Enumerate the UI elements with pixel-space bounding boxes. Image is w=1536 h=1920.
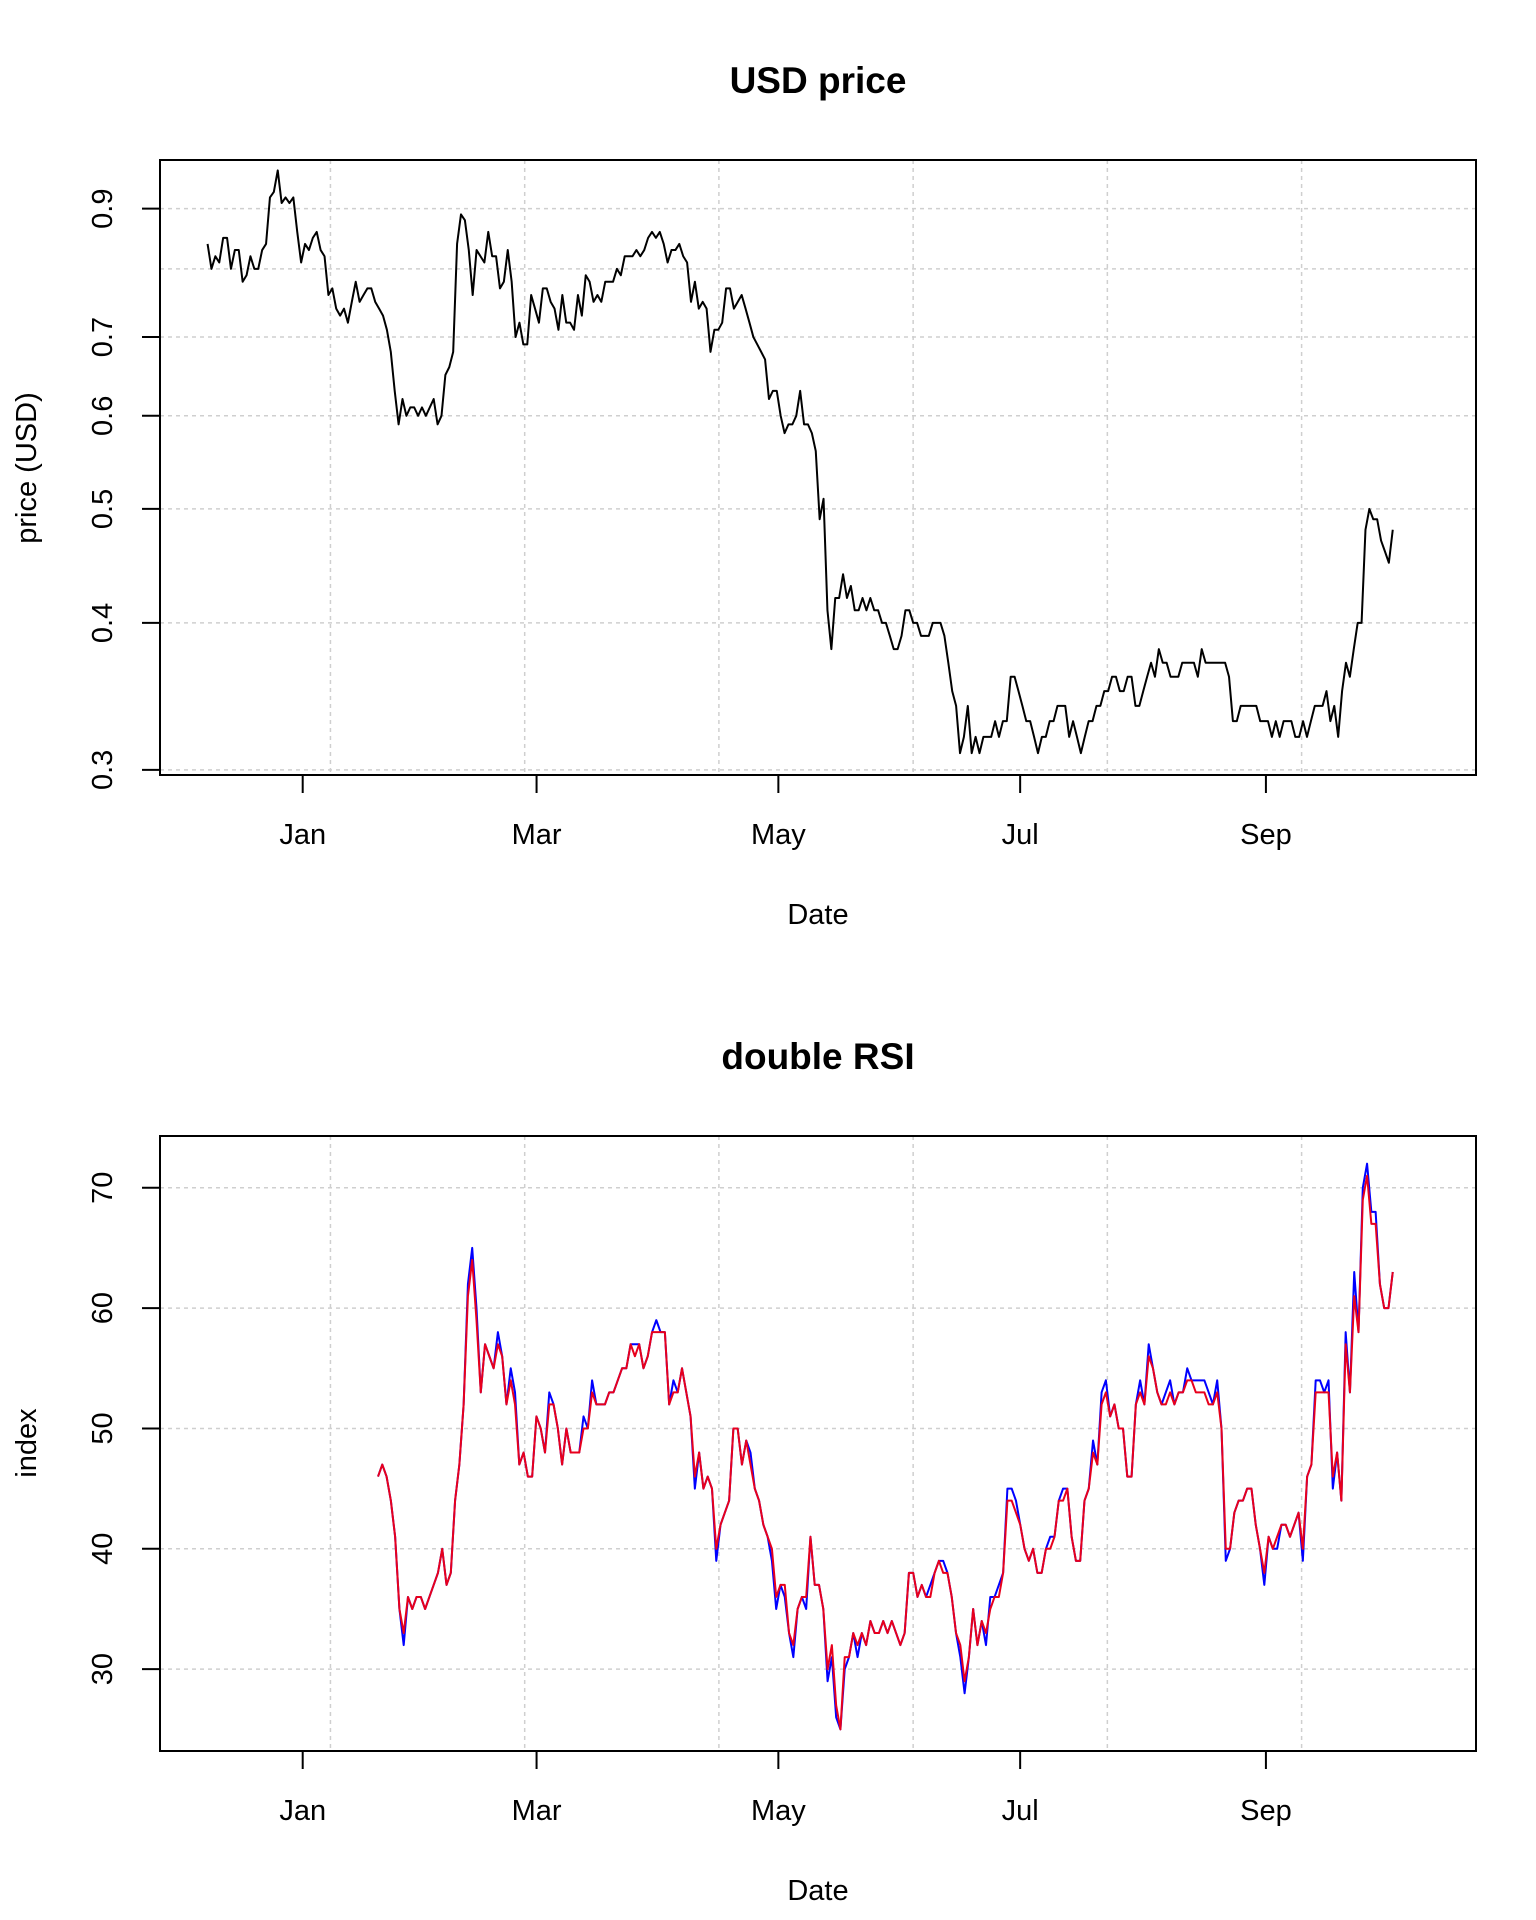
price-y-tick-label: 0.5 [87,489,119,529]
rsi-x-tick-label: Mar [512,1795,562,1827]
price-x-tick-label: May [751,819,806,851]
price-y-tick-label: 0.4 [87,603,119,643]
rsi-y-tick-label: 30 [87,1653,119,1685]
rsi-chart-series [377,1162,1394,1731]
price-chart-x-axis-label: Date [787,899,848,931]
rsi-x-tick-label: Jul [1002,1795,1039,1827]
rsi-y-tick-label: 60 [87,1292,119,1324]
rsi-x-tick-label: May [751,1795,806,1827]
rsi-chart-frame [159,1135,1477,1752]
rsi-chart: double RSI Jan Mar May Jul Sep 30 40 50 60 70 Da… [11,1036,1477,1907]
rsi-y-tick-label: 40 [87,1533,119,1565]
price-chart-series [206,169,1394,755]
rsi-chart-y-ticks: 30 40 50 60 70 [87,1172,160,1685]
price-y-tick-label: 0.7 [87,317,119,357]
rsi-y-tick-label: 70 [87,1172,119,1204]
price-chart-grid [160,160,1476,775]
rsi-x-tick-label: Sep [1240,1795,1292,1827]
rsi-x-tick-label: Jan [279,1795,326,1827]
price-chart-title: USD price [730,60,907,101]
price-chart-x-ticks: Jan Mar May Jul Sep [279,775,1292,851]
price-x-tick-label: Mar [512,819,562,851]
rsi-series-line-1 [377,1162,1394,1731]
rsi-chart-x-ticks: Jan Mar May Jul Sep [279,1751,1292,1827]
price-y-tick-label: 0.9 [87,189,119,229]
price-x-tick-label: Jul [1002,819,1039,851]
price-y-tick-label: 0.3 [87,750,119,790]
rsi-series-line-2 [377,1174,1394,1731]
rsi-chart-grid [160,1136,1476,1751]
price-chart-y-ticks: 0.3 0.4 0.5 0.6 0.7 0.9 [87,189,160,790]
rsi-chart-x-axis-label: Date [787,1875,848,1907]
rsi-chart-title: double RSI [721,1036,914,1077]
rsi-chart-y-axis-label: index [11,1408,43,1478]
price-chart: USD price Jan Mar May Jul Sep 0.30.40.50.60.… [11,60,1477,931]
price-x-tick-label: Sep [1240,819,1292,851]
price-chart-y-axis-label: price (USD) [11,392,43,543]
price-x-tick-label: Jan [279,819,326,851]
rsi-y-tick-label: 50 [87,1412,119,1444]
price-y-tick-label: 0.6 [87,396,119,436]
price-chart-frame [159,159,1477,776]
price-series-line-1 [206,169,1394,755]
